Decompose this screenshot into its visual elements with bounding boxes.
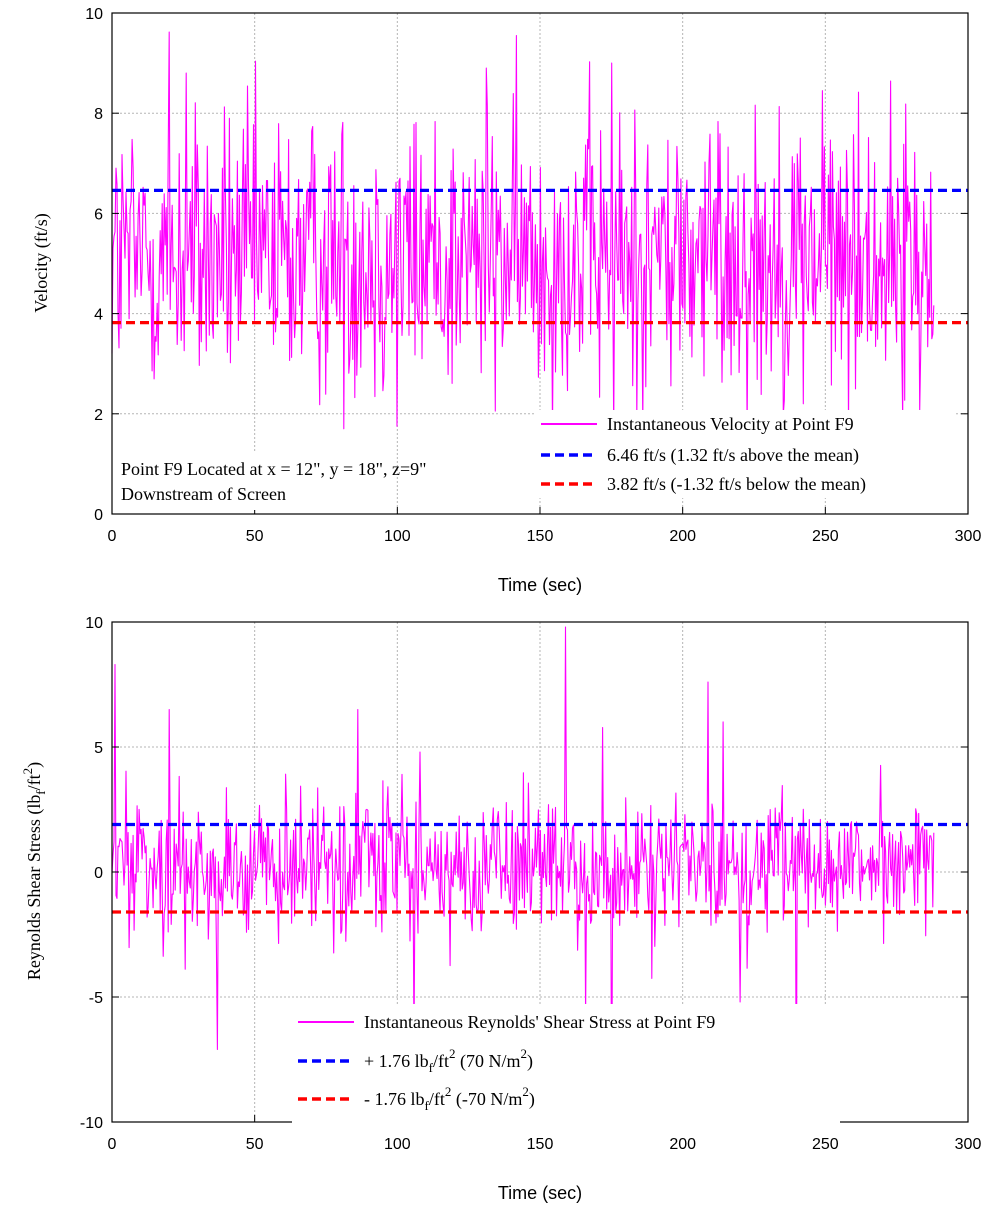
shear-x-ticks: 0 50 100 150 200 250 300 [108,1115,982,1153]
shear-legend-lower-end: ) [529,1089,535,1110]
shear-legend-upper-pre: + 1.76 lb [364,1051,429,1071]
velocity-x-tick-label: 300 [955,528,982,545]
shear-x-tick-label: 300 [955,1136,982,1153]
velocity-x-axis-title: Time (sec) [498,575,582,595]
shear-legend-lower-sup2: 2 [522,1084,529,1099]
shear-y-title-pre: Reynolds Shear Stress (lb [24,795,45,980]
velocity-x-tick-label: 250 [812,528,839,545]
shear-y-tick-label: -5 [89,990,103,1007]
shear-y-title-sup: 2 [20,768,35,775]
shear-series-lines [111,626,968,1123]
shear-x-axis-title: Time (sec) [498,1183,582,1203]
velocity-x-ticks: 0 50 100 150 200 250 300 [108,507,982,545]
shear-legend-lower-sub: f [425,1098,430,1113]
shear-y-axis-title: Reynolds Shear Stress (lbf/ft2) [20,762,48,980]
shear-legend-upper-post: (70 N/m [456,1051,521,1072]
shear-y-tick-label: 10 [85,615,103,632]
shear-legend-upper-end: ) [527,1051,533,1072]
shear-y-tick-label: -10 [80,1115,103,1132]
shear-y-title-sub: f [33,790,48,795]
velocity-y-tick-label: 6 [94,206,103,223]
shear-legend-upper-sup: 2 [449,1046,456,1061]
shear-legend-lower-pre: - 1.76 lb [364,1089,425,1109]
velocity-x-tick-label: 50 [246,528,264,545]
velocity-annotation: Point F9 Located at x = 12", y = 18", z=… [116,452,426,510]
velocity-x-tick-label: 200 [669,528,696,545]
shear-y-title-post: ) [24,762,45,768]
velocity-x-tick-label: 0 [108,528,117,545]
velocity-legend-label-lower: 3.82 ft/s (-1.32 ft/s below the mean) [607,474,866,495]
velocity-annotation-bg [116,452,384,510]
shear-legend-label-stress: Instantaneous Reynolds' Shear Stress at … [364,1012,715,1032]
velocity-x-tick-label: 150 [527,528,554,545]
shear-y-tick-label: 5 [94,740,103,757]
shear-y-title-mid: /ft [24,774,44,790]
velocity-legend-bg [536,410,956,498]
velocity-x-tick-label: 100 [384,528,411,545]
velocity-chart: 0 50 100 150 200 250 300 0 2 4 6 8 10 Time (sec) Ve… [31,6,981,595]
shear-legend-upper-sub: f [429,1060,434,1075]
velocity-y-tick-label: 4 [94,307,103,324]
velocity-y-axis-title: Velocity (ft/s) [31,213,52,312]
velocity-legend-label-velocity: Instantaneous Velocity at Point F9 [607,414,854,434]
velocity-y-ticks: 0 2 4 6 8 10 [85,6,968,524]
shear-y-tick-label: 0 [94,865,103,882]
velocity-annotation-line-1: Point F9 Located at x = 12", y = 18", z=… [121,459,426,479]
shear-legend-upper-sup2: 2 [521,1046,528,1061]
shear-x-tick-label: 0 [108,1136,117,1153]
shear-x-tick-label: 200 [669,1136,696,1153]
shear-legend-bg [292,1004,840,1124]
shear-x-tick-label: 50 [246,1136,264,1153]
shear-y-ticks: -10 -5 0 5 10 [80,615,968,1132]
shear-legend-upper-mid: /ft [433,1051,449,1071]
shear-legend-lower-post: (-70 N/m [451,1089,522,1110]
shear-legend-label-lower: - 1.76 lbf/ft2 (-70 N/m2) [364,1084,535,1113]
shear-series-instantaneous [111,626,935,1123]
velocity-annotation-line-2: Downstream of Screen [121,484,286,504]
velocity-y-tick-label: 10 [85,6,103,23]
velocity-legend-label-upper: 6.46 ft/s (1.32 ft/s above the mean) [607,445,859,466]
velocity-legend: Instantaneous Velocity at Point F9 6.46 … [536,410,956,498]
shear-legend-lower-sup: 2 [445,1084,452,1099]
velocity-y-tick-label: 2 [94,407,103,424]
velocity-series-lines [111,31,968,430]
shear-legend-label-upper: + 1.76 lbf/ft2 (70 N/m2) [364,1046,533,1075]
shear-legend-lower-mid: /ft [429,1089,445,1109]
shear-x-tick-label: 100 [384,1136,411,1153]
shear-x-tick-label: 150 [527,1136,554,1153]
velocity-series-instantaneous [111,31,935,430]
shear-x-tick-label: 250 [812,1136,839,1153]
shear-legend: Instantaneous Reynolds' Shear Stress at … [292,1004,840,1124]
velocity-y-tick-label: 0 [94,507,103,524]
velocity-y-tick-label: 8 [94,106,103,123]
